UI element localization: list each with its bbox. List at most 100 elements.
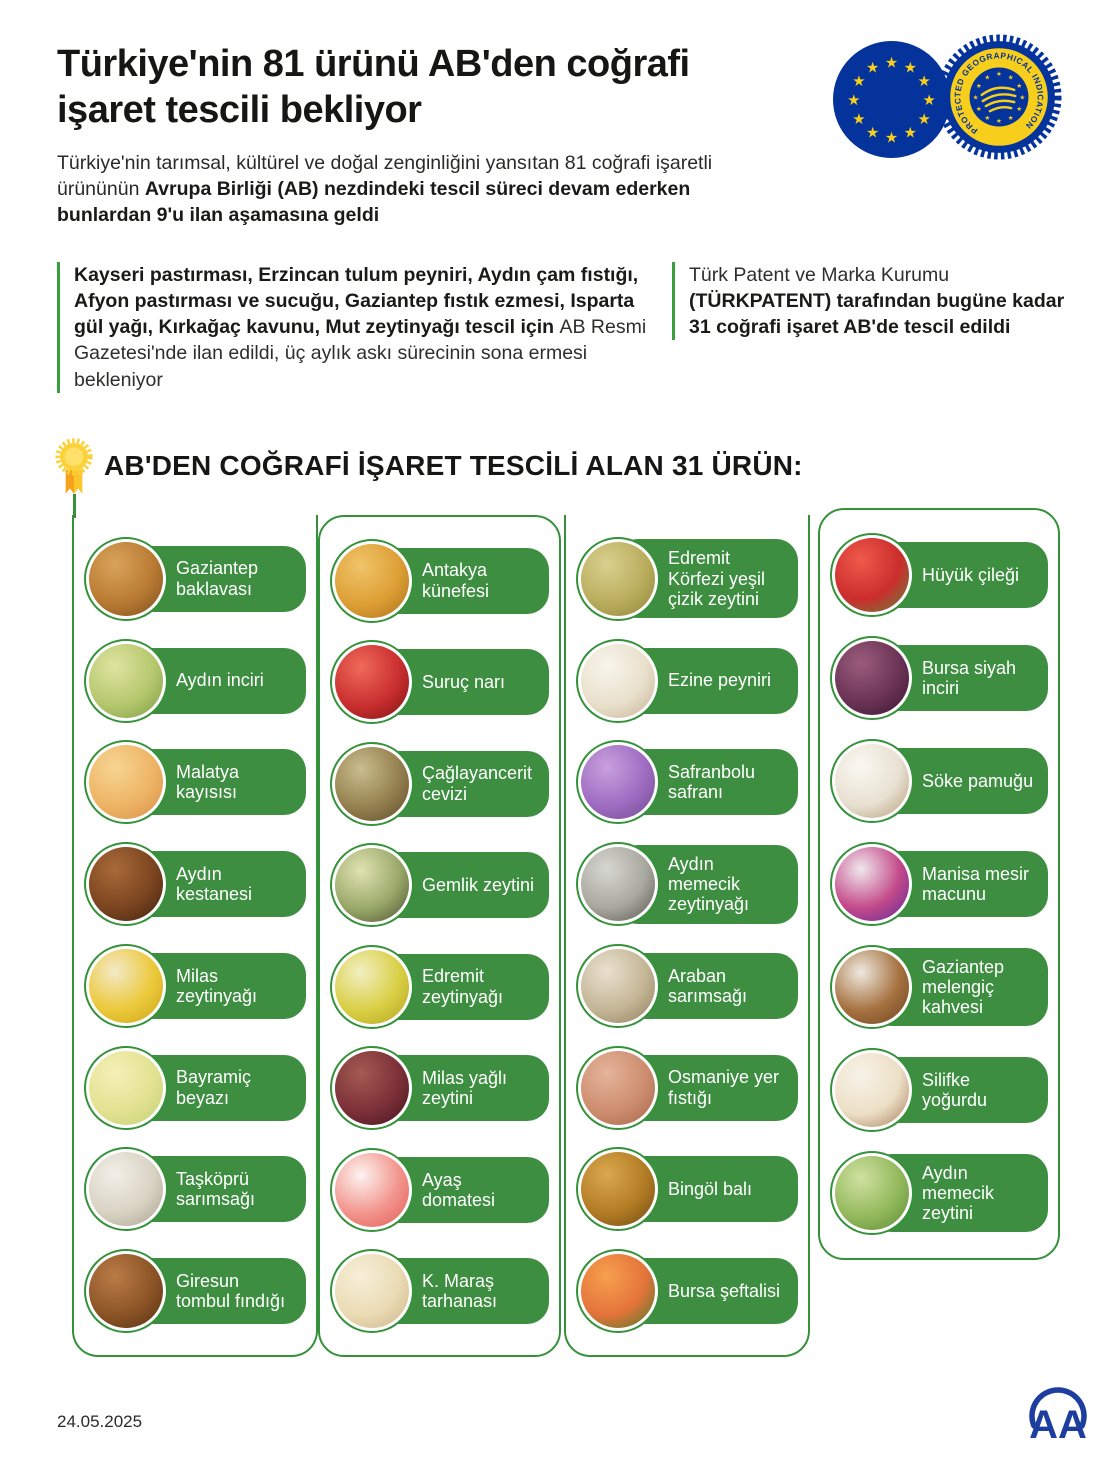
aa-logo-svg: AA [1029, 1387, 1087, 1447]
product-photo [576, 1147, 660, 1232]
product-photo-image [835, 1156, 909, 1230]
product-item: Milas yağlı zeytini [320, 1046, 559, 1131]
svg-text:★: ★ [923, 91, 936, 109]
svg-text:★: ★ [996, 117, 1002, 125]
product-item: Bursa şeftalisi [566, 1249, 808, 1334]
intro-bold: Avrupa Birliği (AB) nezdindeki tescil sü… [57, 178, 691, 227]
svg-text:★: ★ [1016, 82, 1022, 90]
product-item: Malatya kayısısı [74, 740, 316, 825]
eu-flag-svg: ★ ★★ ★★★ ★★★ ★★★ [832, 40, 951, 159]
product-label: Söke pamuğu [922, 770, 1034, 791]
product-label: Aydın inciri [176, 670, 264, 691]
svg-text:★: ★ [885, 129, 898, 147]
product-photo [330, 1046, 414, 1131]
product-photo-image [335, 1254, 409, 1329]
product-photo [84, 536, 168, 621]
product-photo [330, 1147, 414, 1232]
callout-left-bold: Kayseri pastırması, Erzincan tulum peyni… [74, 264, 639, 339]
product-label: Bayramiç beyazı [176, 1067, 252, 1108]
product-label: Gaziantep baklavası [176, 558, 259, 599]
product-photo-image [335, 1152, 409, 1227]
product-photo [84, 1045, 168, 1130]
product-photo-image [335, 746, 409, 821]
product-photo-image [335, 543, 409, 618]
product-photo [830, 945, 914, 1029]
eu-flag-icon: ★ ★ ★ ★ ★ ★ ★ ★ ★ ★ ★ ★ [832, 40, 951, 159]
product-photo [830, 1048, 914, 1132]
svg-text:★: ★ [984, 114, 990, 122]
svg-text:★: ★ [1008, 114, 1014, 122]
product-item: Araban sarımsağı [566, 943, 808, 1028]
product-photo [830, 636, 914, 720]
product-item: Bingöl balı [566, 1147, 808, 1232]
product-photo-image [581, 847, 655, 922]
product-photo-image [89, 1050, 163, 1125]
pgi-furrow-symbol [980, 86, 1017, 113]
product-label: Taşköprü sarımsağı [176, 1169, 256, 1210]
aa-agency-logo: AA [1020, 1380, 1096, 1448]
svg-text:★: ★ [852, 72, 865, 90]
svg-text:★: ★ [1019, 94, 1025, 102]
product-label: Edremit zeytinyağı [422, 966, 504, 1007]
product-photo-image [89, 1152, 163, 1227]
product-label: Silifke yoğurdu [922, 1069, 988, 1110]
product-label: Malatya kayısısı [176, 761, 240, 803]
product-item: Manisa mesir macunu [820, 842, 1058, 926]
product-label: K. Maraş tarhanası [422, 1271, 498, 1312]
product-photo [330, 538, 414, 623]
page-title: Türkiye'nin 81 ürünü AB'den coğrafi işar… [57, 43, 690, 131]
product-photo-image [89, 948, 163, 1023]
svg-text:★: ★ [917, 72, 930, 90]
product-photo-image [335, 949, 409, 1024]
svg-text:★: ★ [852, 110, 865, 128]
product-photo-image [581, 643, 655, 718]
product-photo-image [89, 847, 163, 922]
product-photo [84, 740, 168, 825]
svg-text:★: ★ [976, 105, 982, 113]
product-photo-image [835, 950, 909, 1024]
product-item: Milas zeytinyağı [74, 943, 316, 1028]
svg-text:★: ★ [1008, 73, 1014, 81]
product-photo-image [89, 745, 163, 820]
product-item: Gaziantep melengiç kahvesi [820, 945, 1058, 1029]
product-photo [330, 1249, 414, 1334]
product-label: Manisa mesir macunu [922, 863, 1030, 904]
product-photo [576, 943, 660, 1028]
product-photo-image [89, 643, 163, 718]
aa-logo-text: AA [1029, 1403, 1087, 1447]
product-item: Aydın inciri [74, 638, 316, 723]
product-label: Edremit Körfezi yeşil çizik zeytini [668, 548, 766, 609]
section-heading: AB'DEN COĞRAFİ İŞARET TESCİLİ ALAN 31 ÜR… [104, 450, 803, 481]
product-label: Aydın kestanesi [176, 863, 253, 905]
product-label: Bursa şeftalisi [668, 1280, 781, 1301]
product-photo [576, 740, 660, 825]
product-item: Aydın kestanesi [74, 842, 316, 927]
product-photo [330, 741, 414, 826]
product-item: Bursa siyah inciri [820, 636, 1058, 720]
product-item: Aydın memecik zeytinyağı [566, 842, 808, 927]
product-item: Çağlayancerit cevizi [320, 741, 559, 826]
product-photo [330, 843, 414, 928]
product-label: Gaziantep melengiç kahvesi [922, 956, 1005, 1018]
product-label: Suruç narı [422, 671, 506, 692]
product-label: Bursa siyah inciri [922, 657, 1017, 698]
product-label: Osmaniye yer fıstığı [668, 1067, 780, 1108]
svg-text:★: ★ [904, 124, 917, 142]
product-item: Gaziantep baklavası [74, 536, 316, 621]
product-photo [330, 944, 414, 1029]
svg-text:★: ★ [866, 124, 879, 142]
product-photo [830, 739, 914, 823]
product-photo-image [835, 1053, 909, 1127]
product-photo [330, 640, 414, 725]
product-label: Antakya künefesi [422, 560, 490, 601]
product-item: Safranbolu safranı [566, 740, 808, 825]
product-label: Araban sarımsağı [668, 965, 748, 1006]
product-photo-image [335, 645, 409, 720]
product-photo-image [581, 541, 655, 616]
product-label: Aydın memecik zeytinyağı [668, 853, 750, 915]
product-column-4: Hüyük çileği Bursa siyah inciri Söke pamuğ… [818, 508, 1060, 1260]
product-item: Giresun tombul fındığı [74, 1249, 316, 1334]
product-item: Edremit zeytinyağı [320, 944, 559, 1029]
product-photo [84, 638, 168, 723]
